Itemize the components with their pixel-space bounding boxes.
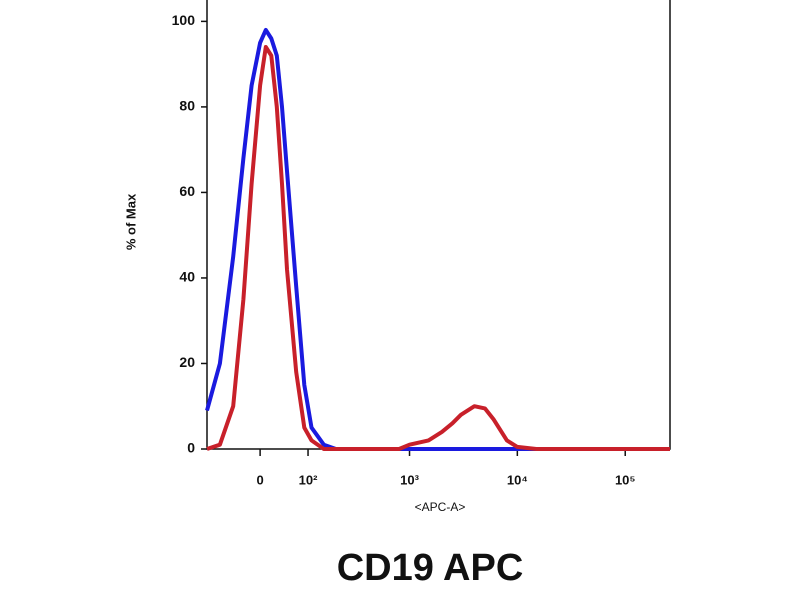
y-tick-label: 40 <box>179 269 195 285</box>
y-tick-label: 0 <box>187 440 195 456</box>
x-axis-label: <APC-A> <box>415 500 466 514</box>
y-tick-label: 80 <box>179 98 195 114</box>
y-tick-label: 60 <box>179 183 195 199</box>
x-tick-label: 0 <box>256 472 263 487</box>
y-tick-label: 100 <box>172 12 196 28</box>
x-tick-label: 10⁴ <box>507 472 528 487</box>
y-axis-label: % of Max <box>123 193 138 250</box>
y-tick-label: 20 <box>179 354 195 370</box>
x-tick-label: 10³ <box>400 472 419 487</box>
x-tick-label: 10² <box>299 472 318 487</box>
histogram-line <box>206 45 670 451</box>
x-tick-label: 10⁵ <box>615 472 636 487</box>
chart-title: CD19 APC <box>337 547 524 589</box>
